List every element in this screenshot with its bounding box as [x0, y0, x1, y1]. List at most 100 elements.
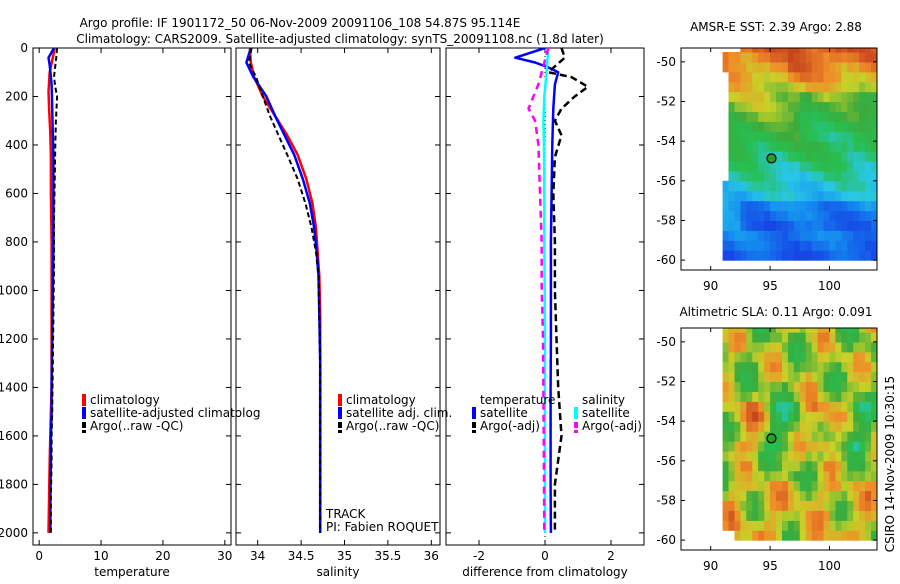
map-cell: [758, 470, 765, 482]
map-cell: [823, 91, 830, 103]
map-cell: [776, 190, 783, 202]
x-axis-label: temperature: [94, 565, 169, 579]
map-cell: [865, 450, 872, 462]
map-cell: [823, 460, 830, 472]
map-cell: [799, 341, 807, 353]
map-cell: [859, 441, 866, 452]
map-cell: [841, 530, 848, 541]
map-cell: [734, 441, 741, 452]
map-cell: [799, 111, 807, 122]
map-cell: [859, 161, 866, 172]
map-cell: [782, 250, 789, 261]
map-cell: [782, 230, 789, 241]
map-cell: [865, 91, 872, 103]
map-cell: [728, 91, 735, 103]
map-cell: [853, 190, 860, 202]
map-cell: [740, 411, 747, 422]
map-cell: [740, 151, 747, 162]
map-cell: [841, 328, 848, 333]
map-cells: [722, 328, 877, 541]
map-cell: [764, 500, 771, 511]
map-cell: [740, 510, 747, 521]
map-cell: [746, 71, 753, 83]
map-cell: [841, 470, 848, 482]
map-cell: [841, 351, 848, 363]
salinity-panel: 34 34.5 35 35.5 36 salinity: [235, 47, 441, 579]
map-cell: [817, 141, 825, 152]
map-cell: [734, 111, 741, 122]
series-line-salinity-satellite: [542, 48, 550, 533]
map-cell: [805, 210, 813, 221]
map-cell: [871, 470, 877, 482]
map-cell: [787, 361, 795, 373]
map-cell: [835, 391, 842, 402]
x-tick-label: 0: [541, 549, 549, 563]
map-cell: [787, 230, 795, 241]
map-cell: [728, 200, 735, 212]
map-cell: [865, 371, 872, 383]
map-cell: [829, 190, 836, 202]
map-cell: [811, 81, 819, 93]
map-cell: [734, 411, 741, 422]
map-cell: [722, 460, 730, 472]
map-cell: [829, 220, 836, 231]
map-cell: [787, 371, 795, 383]
map-cell: [823, 111, 830, 122]
map-cell: [787, 500, 795, 511]
map-cell: [776, 48, 783, 53]
map-cell: [811, 101, 819, 112]
map-cell: [793, 480, 801, 492]
map-cell: [793, 111, 801, 122]
map-cell: [829, 52, 836, 63]
difference-legend: temperature satellite Argo(-adj) salinit…: [472, 393, 642, 433]
map-cell: [734, 460, 741, 472]
map-cell: [817, 190, 825, 202]
map-cell: [764, 170, 771, 182]
map-cell: [835, 61, 842, 73]
map-cell: [799, 170, 807, 182]
map-cell: [859, 480, 866, 492]
map-cell: [799, 510, 807, 521]
map-cell: [776, 431, 783, 442]
map-cell: [752, 111, 759, 122]
map-cell: [734, 371, 741, 383]
map-cell: [782, 381, 789, 392]
map-cell: [853, 71, 860, 83]
series-line-argo-raw-qc: [49, 48, 59, 533]
map-cell: [770, 391, 777, 402]
map-cell: [805, 470, 813, 482]
map-cell: [758, 401, 765, 412]
map-cell: [758, 441, 765, 452]
map-cell: [722, 200, 730, 212]
map-cell: [859, 421, 866, 432]
map-cell: [853, 141, 860, 152]
map-cell: [817, 341, 825, 353]
footer-credit: CSIRO 14-Nov-2009 10:30:15: [883, 376, 897, 552]
map-cell: [847, 328, 854, 333]
map-cell: [799, 332, 807, 343]
map-cell: [776, 61, 783, 73]
map-cell: [722, 470, 730, 482]
map-cell: [758, 391, 765, 402]
map-cell: [782, 220, 789, 231]
map-cell: [787, 530, 795, 541]
map-cell: [853, 530, 860, 541]
map-cell: [811, 131, 819, 142]
map-cell: [746, 332, 753, 343]
map-cell: [799, 328, 807, 333]
map-cell: [770, 450, 777, 462]
map-cell: [764, 361, 771, 373]
map-cell: [853, 170, 860, 182]
map-cell: [746, 180, 753, 192]
series-group: [47, 48, 59, 533]
map-cell: [805, 141, 813, 152]
map-cell: [758, 450, 765, 462]
x-tick-label: 30: [217, 549, 232, 563]
map-cell: [758, 71, 765, 83]
map-cell: [835, 328, 842, 333]
map-cell: [835, 510, 842, 521]
map-cell: [776, 341, 783, 353]
map-cell: [811, 490, 819, 501]
map-cell: [841, 131, 848, 142]
map-cell: [758, 48, 765, 53]
